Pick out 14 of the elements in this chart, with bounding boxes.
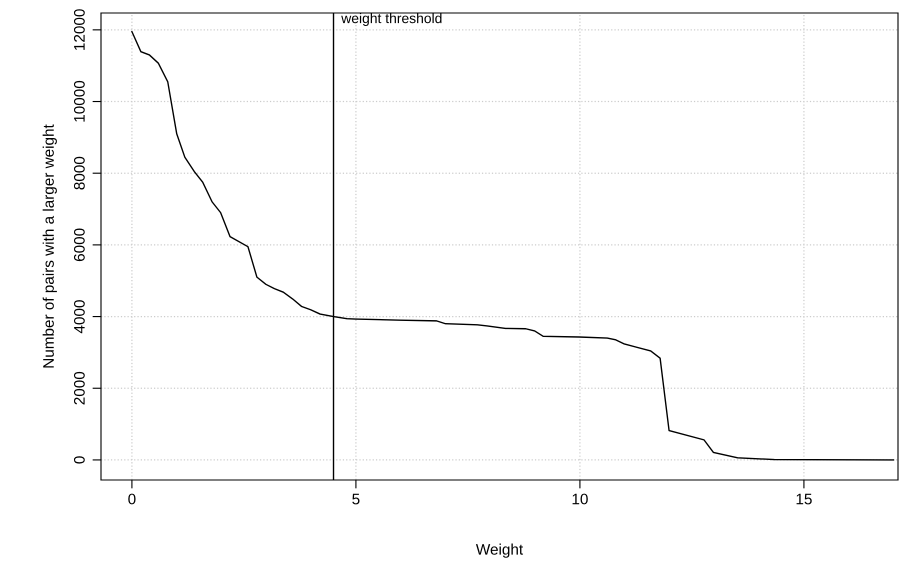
y-tick-label: 0 bbox=[74, 456, 85, 464]
y-tick-label: 6000 bbox=[74, 228, 85, 262]
x-axis-title: Weight bbox=[476, 544, 524, 558]
y-tick-label: 12000 bbox=[74, 9, 85, 50]
y-tick-label: 2000 bbox=[74, 372, 85, 404]
y-tick-label: 4000 bbox=[74, 300, 85, 334]
x-tick-label: 10 bbox=[572, 494, 588, 504]
y-tick-label: 8000 bbox=[74, 156, 85, 190]
y-tick-label: 10000 bbox=[74, 80, 85, 122]
x-tick-label: 0 bbox=[128, 494, 136, 504]
y-axis-title: Number of pairs with a larger weight bbox=[42, 124, 57, 368]
x-tick-label: 15 bbox=[796, 494, 812, 504]
x-tick-label: 5 bbox=[352, 494, 360, 504]
ref-line-label: weight threshold bbox=[341, 13, 442, 26]
